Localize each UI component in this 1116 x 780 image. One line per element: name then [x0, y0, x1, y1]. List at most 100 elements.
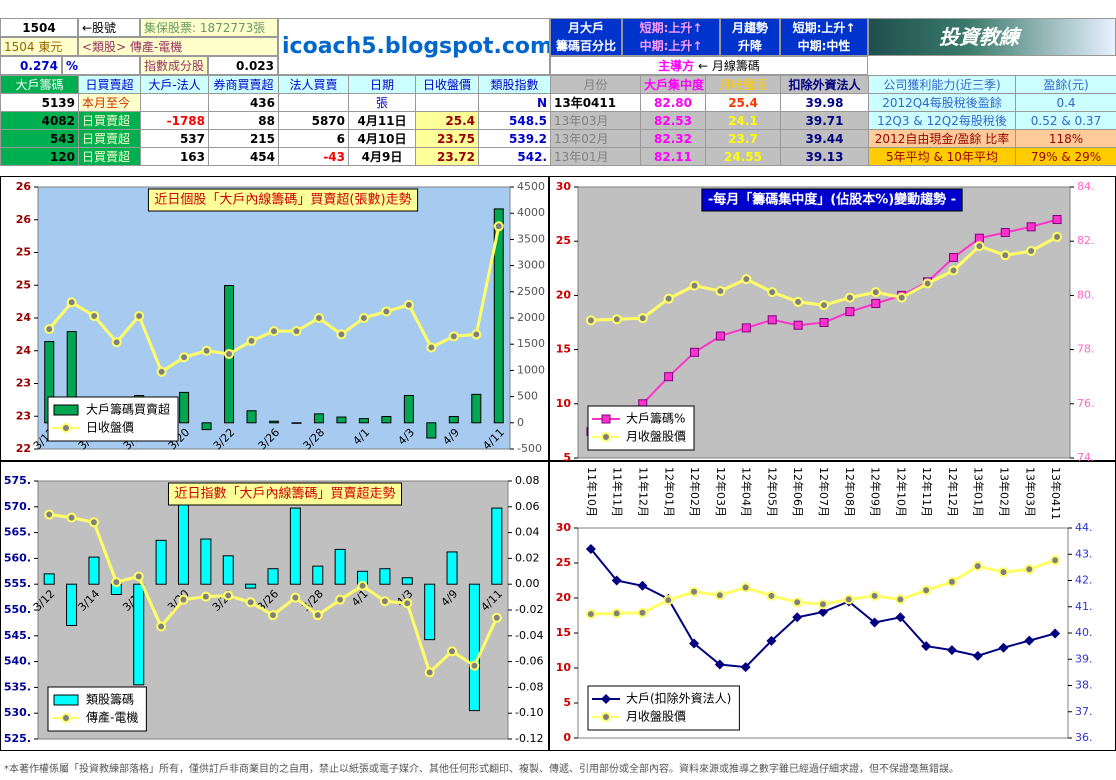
legend-label: 類股籌碼: [86, 693, 134, 707]
tick-label: 24: [16, 344, 32, 357]
table-cell: 39.98: [780, 93, 869, 112]
marker: [974, 241, 985, 252]
marker: [792, 597, 803, 608]
tick-label: 500: [517, 390, 538, 403]
legend-label: 傳產-電機: [86, 710, 138, 725]
bar: [381, 416, 392, 424]
marker: [358, 313, 369, 323]
tick-label: 2000: [517, 311, 545, 324]
x-tick-label: 11年11月: [611, 467, 625, 517]
bar: [88, 556, 100, 585]
table-cell: 0.4: [1015, 93, 1116, 112]
chart-title-group: 近日指數「大戶內線籌碼」買賣超走勢: [167, 482, 403, 506]
marker: [948, 252, 958, 262]
column-header: 大戶籌碼: [0, 75, 79, 94]
tick-label: 20: [556, 288, 572, 301]
column-header: 月份: [550, 75, 641, 94]
marker: [246, 335, 257, 346]
tick-label: 5: [563, 696, 571, 709]
table-cell: 39.71: [780, 111, 869, 130]
tick-label: -0.08: [515, 680, 543, 693]
marker: [424, 667, 435, 678]
marker: [946, 645, 957, 656]
marker: [974, 233, 984, 243]
table-cell: 539.2: [478, 129, 551, 148]
bar: [245, 583, 257, 589]
table-cell: 542.: [478, 147, 551, 166]
bar: [155, 539, 167, 585]
marker: [767, 287, 778, 298]
tick-label: 24: [16, 311, 32, 324]
x-tick-label: 12年11月: [920, 467, 934, 517]
marker: [714, 659, 725, 670]
tick-label: 82.: [1077, 234, 1095, 247]
marker: [793, 296, 804, 307]
tick-label: 5: [563, 451, 571, 464]
table-cell: 13年03月: [550, 111, 641, 130]
marker: [819, 300, 829, 311]
marker: [921, 585, 932, 596]
table-cell: 39.13: [780, 147, 869, 166]
marker: [741, 274, 752, 285]
marker: [585, 315, 596, 326]
marker: [134, 311, 145, 322]
bar: [201, 422, 212, 431]
marker: [793, 320, 803, 330]
marker: [845, 307, 855, 317]
tick-label: 1500: [517, 337, 545, 350]
column-header: 大戶-法人: [140, 75, 209, 94]
marker: [269, 326, 279, 337]
tick-label: -0.10: [515, 706, 543, 719]
bar: [289, 507, 301, 585]
holder-label: 月大戶 籌碼百分比: [550, 18, 622, 56]
tick-label: 44.: [1075, 521, 1093, 534]
marker: [766, 590, 777, 601]
tick-label: 25: [16, 278, 31, 291]
tick-label: 37.: [1075, 705, 1093, 718]
weight: 0.274: [0, 56, 62, 75]
marker: [491, 612, 502, 623]
bar: [267, 568, 279, 585]
marker: [290, 592, 301, 603]
trend-label: 月趨勢 升降: [720, 18, 780, 56]
marker: [447, 646, 458, 657]
marker: [585, 544, 596, 554]
trend: 中期:中性: [797, 39, 851, 53]
chart-title: 近日個股「大戶內線籌碼」買賣超(張數)走勢: [154, 192, 411, 208]
logo: 投資教練: [868, 18, 1116, 56]
marker: [818, 599, 828, 610]
tick-label: 540.: [4, 655, 31, 668]
stock-code: 1504: [0, 18, 78, 37]
marker: [1052, 215, 1062, 225]
marker: [896, 292, 907, 303]
legend-swatch: [53, 404, 79, 416]
marker: [740, 662, 751, 673]
marker: [664, 372, 674, 382]
marker: [469, 660, 480, 671]
x-tick-label: 12年04月: [740, 467, 754, 517]
column-header: 券商買賣超: [208, 75, 279, 94]
marker: [223, 590, 234, 601]
holder-trend: 短期:上升↑ 中期:上升↑: [622, 18, 720, 56]
table-cell: 118%: [1015, 129, 1116, 148]
bar: [312, 565, 324, 585]
column-header: 類股指數: [478, 75, 551, 94]
legend-swatch: [53, 694, 79, 706]
table-cell: 日買賣超: [78, 111, 141, 130]
marker: [1026, 245, 1037, 256]
table-cell: 23.7: [705, 129, 781, 148]
marker: [895, 594, 906, 605]
marker: [335, 594, 346, 605]
tick-label: 4000: [517, 206, 545, 219]
table-cell: 張: [348, 93, 416, 112]
tick-label: 570.: [4, 500, 31, 513]
x-tick-label: 11年10月: [585, 467, 599, 517]
tick-label: 74.: [1077, 451, 1095, 464]
custody-shares: 集保股票: 1872773張: [140, 18, 278, 37]
marker: [1000, 250, 1011, 261]
marker: [1026, 222, 1036, 232]
bar: [200, 538, 212, 585]
marker: [313, 313, 324, 323]
